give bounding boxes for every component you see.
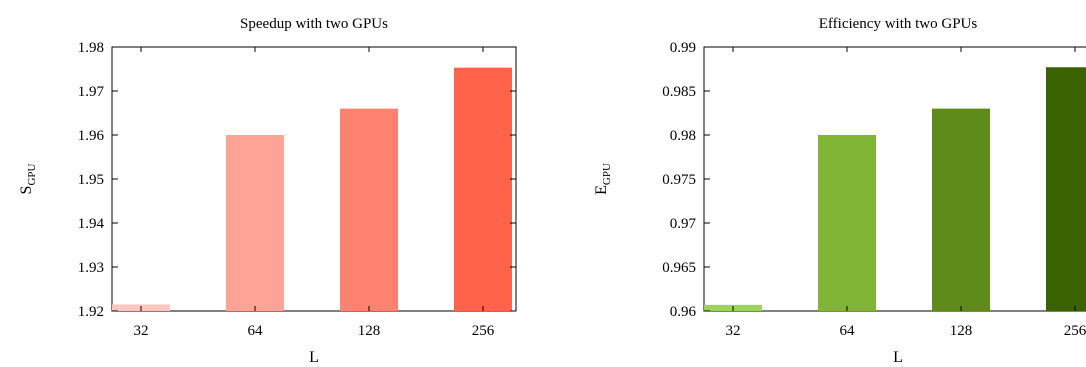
x-tick-label: 128 <box>358 323 381 339</box>
x-tick-label: 256 <box>472 323 495 339</box>
y-axis-ticks: 0.96 0.965 0.97 0.975 0.98 0.985 0.99 <box>662 40 710 320</box>
y-tick-label: 1.98 <box>78 40 104 56</box>
chart-title: Speedup with two GPUs <box>240 16 388 32</box>
y-tick-label: 0.975 <box>662 172 696 188</box>
bar-64 <box>226 135 284 311</box>
y-tick-label: 0.985 <box>662 84 696 100</box>
x-axis-ticks: 32 64 128 256 <box>134 47 495 339</box>
y-tick-label: 1.93 <box>78 260 104 276</box>
bars-group <box>112 67 512 312</box>
y-tick-label: 0.965 <box>662 260 696 276</box>
y-tick-label: 1.97 <box>78 84 105 100</box>
y-tick-label: 0.96 <box>670 304 697 320</box>
y-tick-label: 0.99 <box>670 40 696 56</box>
bars-group <box>704 67 1086 312</box>
x-axis-ticks: 32 64 128 256 <box>726 47 1086 339</box>
y-tick-label: 1.95 <box>78 172 104 188</box>
bar-256 <box>454 67 512 312</box>
plot-frame <box>703 46 1086 312</box>
x-tick-label: 64 <box>840 323 856 339</box>
y-tick-label: 1.94 <box>78 216 105 232</box>
chart-title: Efficiency with two GPUs <box>819 16 978 32</box>
y-axis-label: SGPU <box>18 163 38 194</box>
bar-128 <box>932 108 990 311</box>
y-axis-ticks: 1.92 1.93 1.94 1.95 1.96 1.97 1.98 <box>78 40 516 320</box>
x-axis-label: L <box>893 349 903 366</box>
bar-128 <box>340 108 398 311</box>
efficiency-chart: Efficiency with two GPUs 0.960.9650.970.… <box>593 16 1086 366</box>
y-axis-label-main: E <box>593 185 610 195</box>
bar-256 <box>1046 67 1086 312</box>
y-tick-label: 0.97 <box>670 216 697 232</box>
speedup-chart: Speedup with two GPUs 1.921.931.941.951.… <box>18 16 517 366</box>
x-tick-label: 32 <box>726 323 741 339</box>
y-tick-label: 1.92 <box>78 304 104 320</box>
y-axis-label: EGPU <box>593 163 613 195</box>
x-axis-label: L <box>309 349 319 366</box>
x-tick-label: 32 <box>134 323 149 339</box>
y-axis-label-subscript: GPU <box>601 163 613 185</box>
y-tick-label: 0.98 <box>670 128 696 144</box>
bar-64 <box>818 135 876 311</box>
y-axis-label-main: S <box>18 186 35 195</box>
x-tick-label: 256 <box>1064 323 1086 339</box>
x-tick-label: 64 <box>248 323 264 339</box>
y-tick-label: 1.96 <box>78 128 105 144</box>
y-axis-label-subscript: GPU <box>26 163 38 185</box>
x-tick-label: 128 <box>950 323 973 339</box>
